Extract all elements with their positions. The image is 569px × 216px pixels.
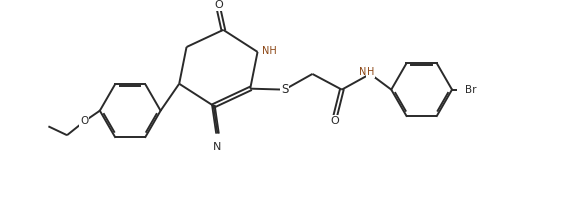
Text: N: N [358,67,366,77]
Text: Br: Br [465,85,477,95]
Text: O: O [80,116,88,127]
Text: S: S [281,83,288,96]
Text: N: N [213,141,221,152]
Text: H: H [367,67,374,77]
Text: NH: NH [262,46,277,56]
Text: O: O [331,116,339,126]
Text: O: O [214,0,222,10]
